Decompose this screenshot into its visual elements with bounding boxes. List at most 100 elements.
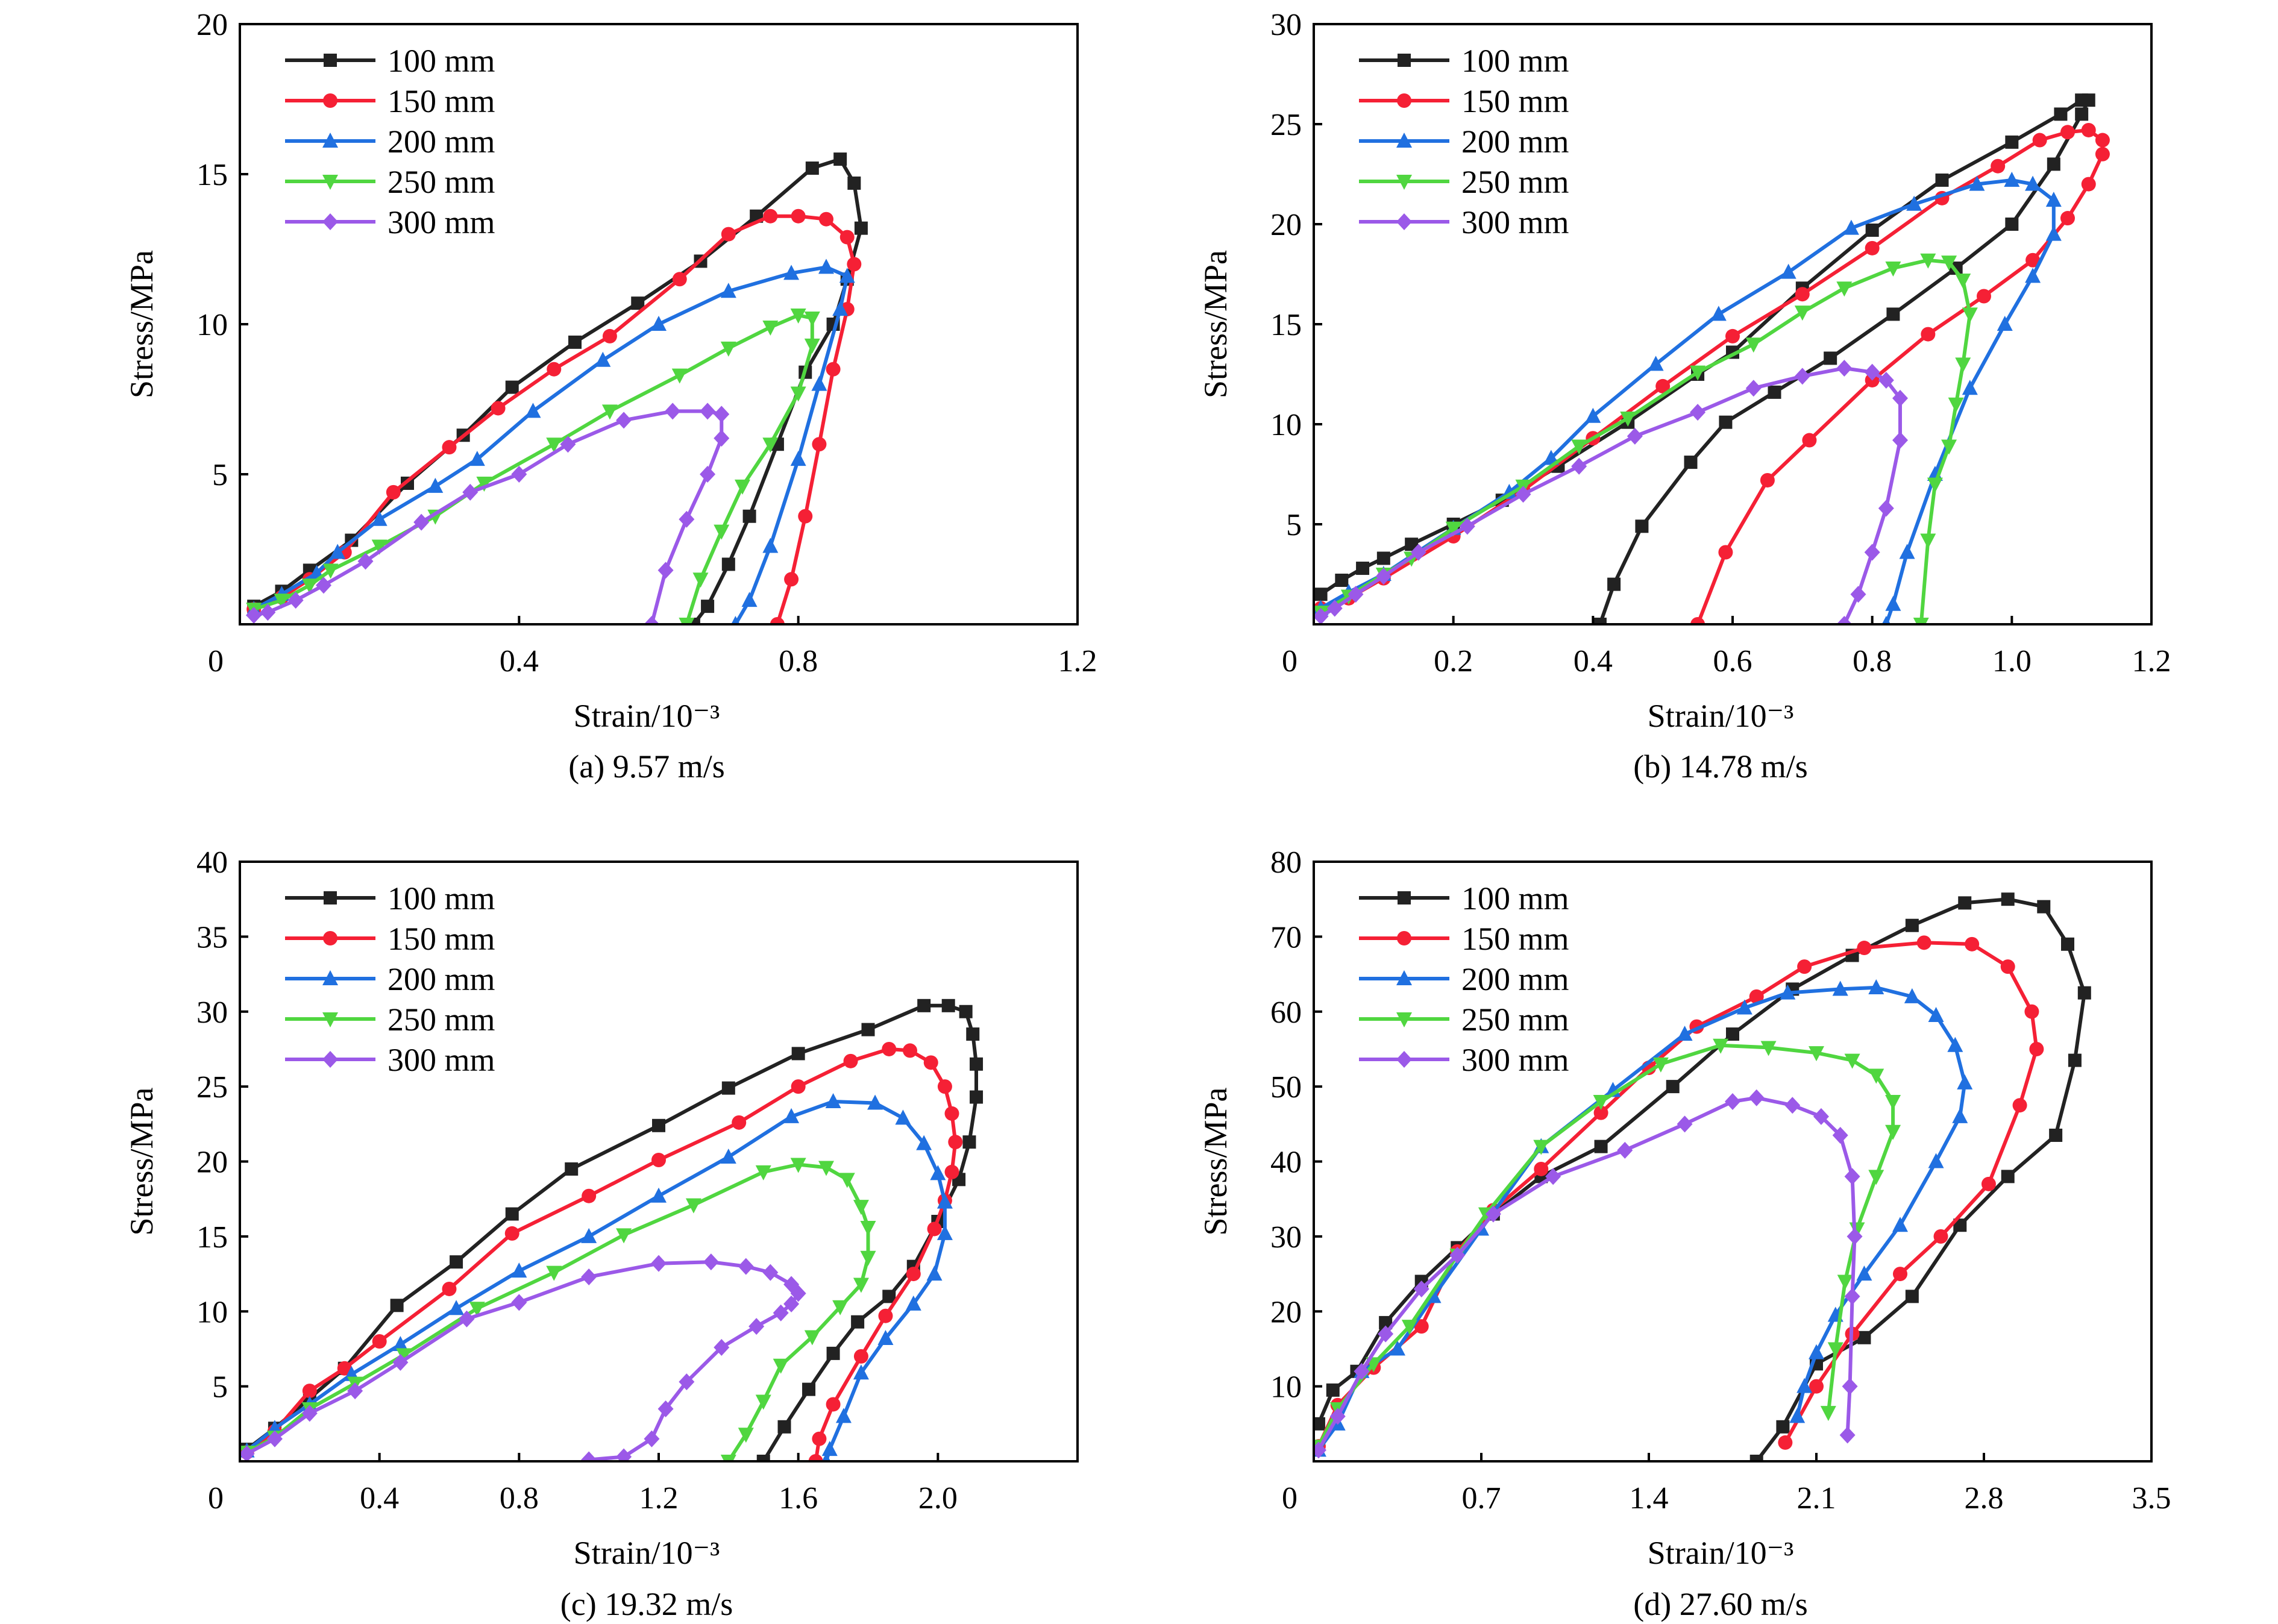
data-point bbox=[672, 272, 687, 287]
legend-marker bbox=[324, 54, 337, 67]
data-point bbox=[1405, 538, 1419, 551]
data-point bbox=[1913, 618, 1929, 624]
data-point bbox=[1868, 979, 1884, 994]
data-point bbox=[511, 466, 527, 483]
y-tick-label: 5 bbox=[212, 1370, 228, 1405]
series-150-mm bbox=[240, 1041, 963, 1461]
data-point bbox=[2032, 133, 2047, 148]
data-point bbox=[851, 1315, 865, 1329]
data-point bbox=[616, 412, 632, 429]
data-point bbox=[783, 265, 800, 280]
data-point bbox=[762, 538, 779, 553]
data-point bbox=[1881, 616, 1891, 624]
series-200-mm bbox=[240, 1093, 953, 1461]
y-tick-label: 20 bbox=[196, 8, 228, 42]
data-point bbox=[970, 1057, 984, 1071]
y-tick-label: 50 bbox=[1270, 1070, 1302, 1105]
legend-label: 150 mm bbox=[388, 921, 495, 957]
data-point bbox=[839, 1173, 855, 1188]
data-point bbox=[762, 320, 779, 336]
data-point bbox=[679, 510, 695, 528]
data-point bbox=[1844, 1053, 1860, 1069]
series-line bbox=[1319, 98, 2091, 624]
x-axis-label: Strain/10⁻³ bbox=[1648, 698, 1794, 734]
data-point bbox=[602, 328, 617, 343]
legend-marker bbox=[1398, 891, 1411, 904]
data-point bbox=[1809, 1046, 1824, 1062]
data-point bbox=[616, 1448, 632, 1461]
data-point bbox=[1827, 1342, 1843, 1358]
legend-label: 100 mm bbox=[1461, 43, 1569, 79]
data-point bbox=[679, 618, 695, 624]
data-point bbox=[839, 268, 855, 283]
data-point bbox=[371, 539, 388, 555]
data-point bbox=[783, 1295, 800, 1312]
data-point bbox=[825, 1093, 841, 1108]
data-point bbox=[1617, 1141, 1633, 1159]
data-point bbox=[821, 1441, 838, 1456]
series-line bbox=[245, 1003, 978, 1461]
data-point bbox=[1857, 1331, 1871, 1344]
data-point bbox=[1326, 1383, 1340, 1397]
x-tick-label: 0 bbox=[1282, 1481, 1297, 1516]
data-point bbox=[2077, 986, 2091, 1000]
data-point bbox=[1726, 1027, 1739, 1041]
data-point bbox=[1878, 500, 1894, 517]
data-point bbox=[1955, 357, 1971, 373]
legend-label: 150 mm bbox=[1461, 83, 1569, 119]
data-point bbox=[1314, 588, 1328, 601]
data-point bbox=[1375, 568, 1392, 585]
data-point bbox=[812, 1431, 827, 1446]
data-point bbox=[853, 1200, 869, 1215]
data-point bbox=[804, 1330, 820, 1346]
data-point bbox=[763, 208, 778, 224]
data-point bbox=[413, 513, 430, 531]
data-point bbox=[756, 1455, 770, 1461]
legend-marker bbox=[1397, 93, 1411, 108]
data-point bbox=[878, 1308, 893, 1323]
data-point bbox=[762, 437, 779, 453]
x-tick-label: 0.8 bbox=[500, 1481, 539, 1516]
data-point bbox=[616, 1228, 632, 1244]
data-point bbox=[386, 484, 401, 500]
data-point bbox=[1690, 617, 1705, 624]
data-point bbox=[1820, 1406, 1836, 1422]
data-point bbox=[1749, 1455, 1763, 1461]
data-point bbox=[685, 1198, 701, 1214]
data-point bbox=[791, 1079, 806, 1094]
data-point bbox=[1916, 935, 1931, 950]
data-point bbox=[1780, 984, 1796, 1000]
data-point bbox=[905, 1295, 921, 1311]
y-tick-label: 60 bbox=[1270, 995, 1302, 1030]
data-point bbox=[1948, 397, 1964, 413]
data-point bbox=[1868, 1170, 1884, 1185]
data-point bbox=[1794, 306, 1810, 321]
data-point bbox=[601, 404, 618, 420]
legend-marker bbox=[324, 891, 337, 904]
data-point bbox=[581, 1227, 597, 1243]
panel-caption: (d) 27.60 m/s bbox=[1633, 1586, 1808, 1622]
x-tick-label: 1.2 bbox=[1058, 644, 1097, 679]
x-tick-label: 0 bbox=[208, 644, 224, 679]
data-point bbox=[917, 999, 931, 1012]
data-point bbox=[1941, 439, 1957, 455]
data-point bbox=[560, 436, 576, 453]
data-point bbox=[644, 1430, 660, 1447]
data-point bbox=[665, 403, 681, 420]
data-point bbox=[671, 368, 688, 384]
data-point bbox=[701, 600, 715, 613]
data-point bbox=[721, 1081, 735, 1095]
data-point bbox=[1905, 918, 1919, 932]
data-point bbox=[1314, 1441, 1326, 1459]
data-point bbox=[791, 208, 806, 224]
data-point bbox=[1459, 518, 1475, 535]
y-tick-label: 35 bbox=[196, 920, 228, 955]
data-point bbox=[582, 1188, 597, 1203]
data-point bbox=[1314, 1417, 1325, 1431]
x-tick-label: 0.6 bbox=[1713, 644, 1752, 679]
data-point bbox=[448, 1300, 465, 1315]
series-300-mm bbox=[246, 403, 730, 624]
y-tick-label: 30 bbox=[1270, 8, 1302, 42]
series-100-mm bbox=[247, 152, 868, 624]
data-point bbox=[703, 1253, 719, 1271]
